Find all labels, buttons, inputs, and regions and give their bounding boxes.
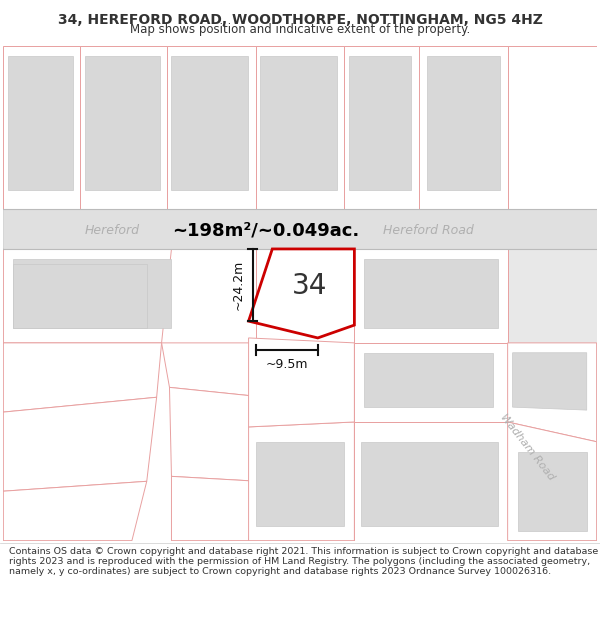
Polygon shape — [508, 343, 596, 442]
Polygon shape — [508, 422, 596, 541]
Polygon shape — [80, 46, 167, 209]
Text: Wadham Road: Wadham Road — [499, 412, 556, 482]
Polygon shape — [169, 388, 265, 481]
Text: Map shows position and indicative extent of the property.: Map shows position and indicative extent… — [130, 23, 470, 36]
Polygon shape — [85, 56, 160, 189]
Polygon shape — [349, 56, 411, 189]
Polygon shape — [355, 249, 508, 343]
Polygon shape — [161, 343, 272, 398]
Text: ~24.2m: ~24.2m — [232, 260, 245, 310]
Polygon shape — [508, 249, 596, 541]
Polygon shape — [364, 259, 498, 328]
Polygon shape — [4, 481, 147, 541]
Polygon shape — [4, 343, 161, 412]
Polygon shape — [248, 249, 355, 338]
Polygon shape — [4, 209, 596, 249]
Polygon shape — [260, 56, 337, 189]
Polygon shape — [4, 46, 80, 209]
Polygon shape — [13, 264, 147, 328]
Text: 34: 34 — [292, 271, 328, 299]
Polygon shape — [361, 442, 498, 526]
Polygon shape — [344, 46, 419, 209]
Polygon shape — [419, 46, 508, 209]
Polygon shape — [518, 452, 587, 531]
Polygon shape — [8, 56, 73, 189]
Polygon shape — [512, 352, 587, 410]
Text: Contains OS data © Crown copyright and database right 2021. This information is : Contains OS data © Crown copyright and d… — [9, 546, 598, 576]
Polygon shape — [355, 343, 508, 422]
Polygon shape — [4, 398, 157, 491]
Polygon shape — [172, 476, 259, 541]
Polygon shape — [248, 422, 355, 541]
Text: 34, HEREFORD ROAD, WOODTHORPE, NOTTINGHAM, NG5 4HZ: 34, HEREFORD ROAD, WOODTHORPE, NOTTINGHA… — [58, 13, 542, 27]
Polygon shape — [167, 46, 256, 209]
Text: ~198m²/~0.049ac.: ~198m²/~0.049ac. — [172, 221, 359, 239]
Polygon shape — [508, 46, 596, 209]
Polygon shape — [256, 46, 344, 209]
Polygon shape — [427, 56, 500, 189]
Polygon shape — [4, 249, 256, 343]
Polygon shape — [256, 442, 344, 526]
Polygon shape — [172, 56, 248, 189]
Text: ~9.5m: ~9.5m — [265, 357, 308, 371]
Polygon shape — [364, 352, 493, 407]
Polygon shape — [355, 422, 508, 541]
Polygon shape — [248, 338, 355, 427]
Text: Hereford Road: Hereford Road — [383, 224, 474, 237]
Polygon shape — [13, 259, 172, 328]
Text: Hereford: Hereford — [85, 224, 140, 237]
Polygon shape — [4, 249, 172, 343]
